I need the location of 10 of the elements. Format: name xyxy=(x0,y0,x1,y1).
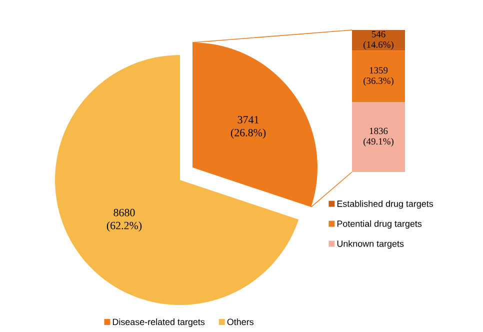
data-label: 1359 (36.3%) xyxy=(364,67,394,86)
legend-label: Others xyxy=(227,318,254,326)
data-label: 8680 (62.2%) xyxy=(106,208,142,232)
legend-label: Potential drug targets xyxy=(337,220,422,229)
data-label: 3741 (26.8%) xyxy=(230,116,266,139)
data-label: 546 (14.6%) xyxy=(364,30,394,50)
legend-label: Established drug targets xyxy=(337,200,434,209)
legend-label: Unknown targets xyxy=(337,240,404,249)
data-label: 1836 (49.1%) xyxy=(364,128,394,147)
legend-label: Disease-related targets xyxy=(112,318,205,327)
